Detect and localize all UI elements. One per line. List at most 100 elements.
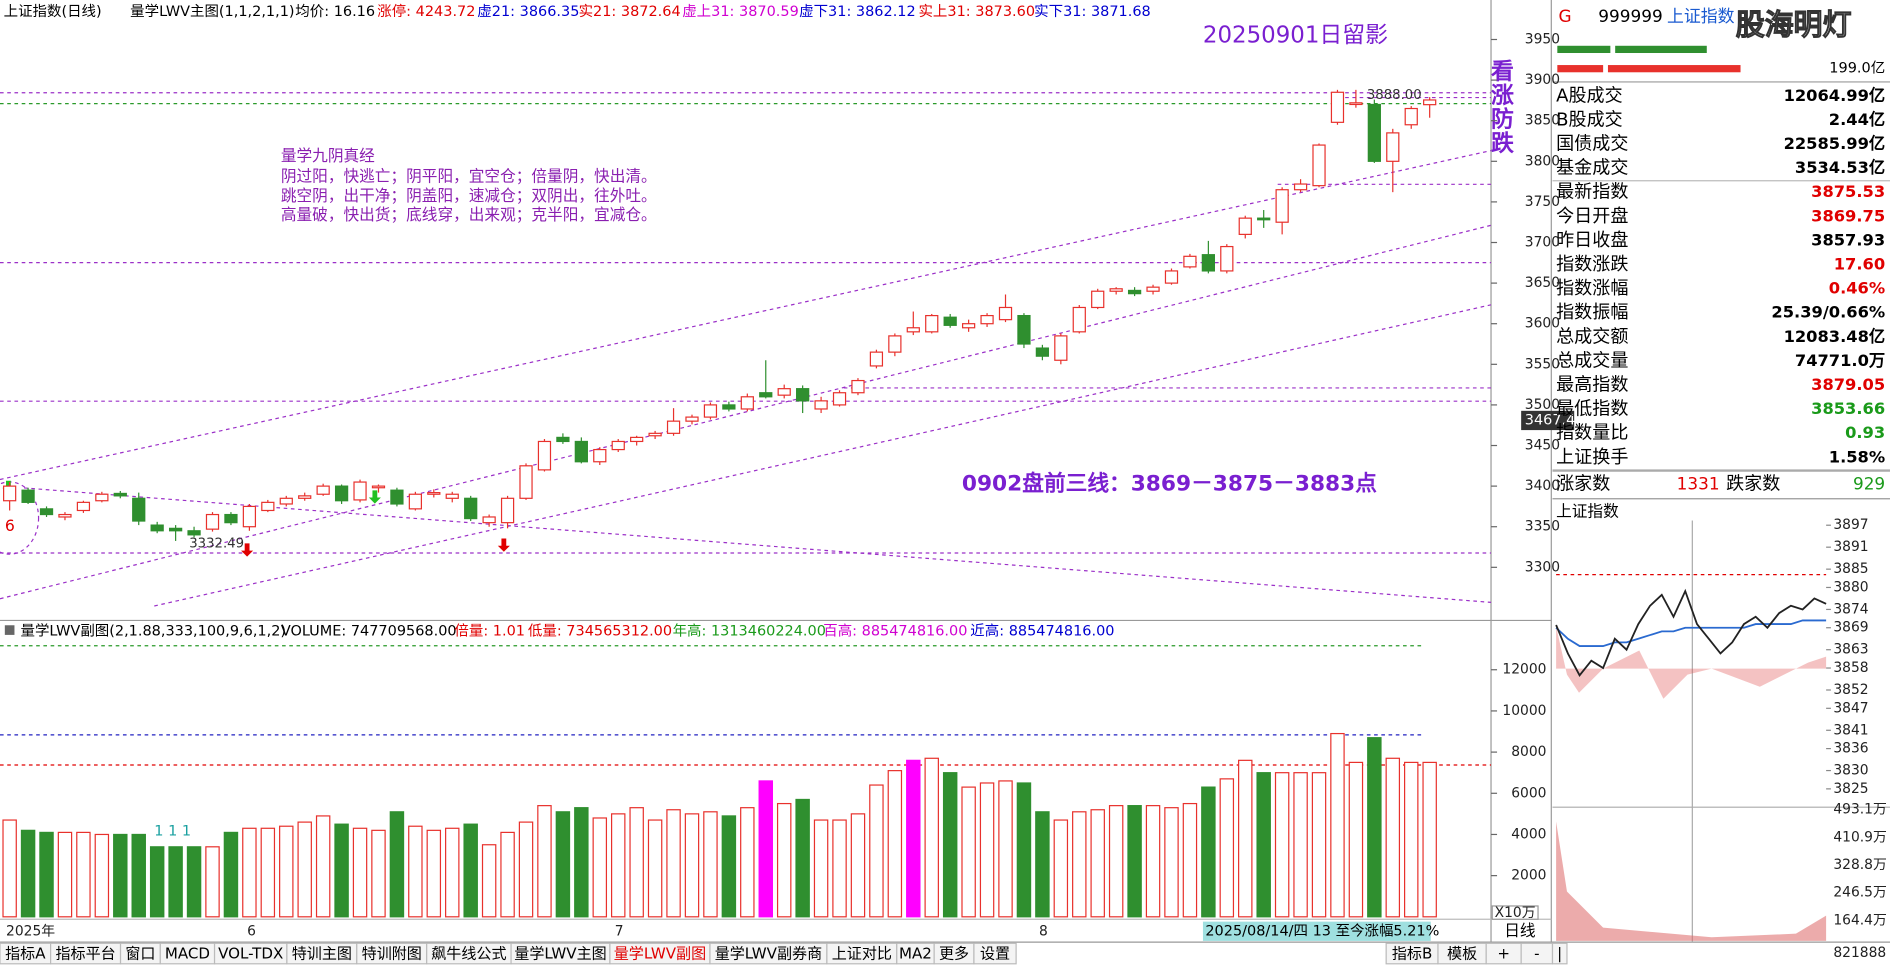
tab-label[interactable]: 窗口 xyxy=(125,945,155,963)
header-item: 虚上31: 3870.59 xyxy=(682,3,799,20)
volume-bar xyxy=(574,807,589,918)
volume-bar xyxy=(1404,761,1419,918)
candle-body xyxy=(832,392,847,406)
header-item: 量学LWV主图(1,1,2,1,1) xyxy=(130,3,294,20)
tab-label[interactable]: 上证对比 xyxy=(832,945,892,963)
guide-lines xyxy=(0,92,1492,766)
tab-label[interactable]: 指标B xyxy=(1392,945,1432,963)
tab-label[interactable]: 模板 xyxy=(1447,945,1477,963)
volume-bar xyxy=(1145,805,1161,918)
intraday-tick-label: 3847 xyxy=(1833,700,1868,716)
candle-body xyxy=(1275,189,1289,223)
volume-bar xyxy=(445,827,460,918)
header-item: 虚下31: 3862.12 xyxy=(799,3,916,20)
candle-body xyxy=(1386,132,1400,162)
tab-label[interactable]: 设置 xyxy=(980,945,1010,963)
candle-body xyxy=(556,436,570,443)
volume-bar xyxy=(500,831,515,918)
row-label: 总成交量 xyxy=(1556,350,1628,371)
volume-bar xyxy=(758,780,773,918)
x-label: 7 xyxy=(615,923,624,939)
volume-bar xyxy=(20,829,36,918)
volume-bar xyxy=(260,827,276,918)
candle-body xyxy=(1349,102,1363,106)
row-label: 上证换手 xyxy=(1556,447,1628,468)
quote-amount: 199.0亿 xyxy=(1829,60,1885,77)
row-value: 3879.05 xyxy=(1811,375,1885,394)
intraday-tick-label: 3897 xyxy=(1833,517,1868,533)
tab-label[interactable]: | xyxy=(1557,945,1562,963)
down-count: 929 xyxy=(1853,473,1885,493)
header-item: 上证指数(日线) xyxy=(4,3,102,20)
candle-body xyxy=(1164,270,1179,284)
tab-label[interactable]: 飙牛线公式 xyxy=(431,945,506,963)
volume-bar xyxy=(76,831,91,918)
tab-label[interactable]: 量学LWV副券商 xyxy=(715,945,822,963)
volume-bar xyxy=(1201,786,1216,918)
tab-label[interactable]: 特训附图 xyxy=(362,945,422,963)
candle-body xyxy=(168,527,183,532)
intraday-tick-label: 3885 xyxy=(1833,561,1868,577)
volume-bar xyxy=(1274,772,1290,918)
candle-body xyxy=(150,524,164,532)
row-label: 指数量比 xyxy=(1556,423,1628,444)
candle-body xyxy=(777,388,791,396)
tab-label[interactable]: MA2 xyxy=(899,945,932,963)
y-tick-label: 3550 xyxy=(1525,356,1560,372)
tab-label[interactable]: 更多 xyxy=(939,945,969,963)
volume-bar xyxy=(426,829,442,918)
candle-body xyxy=(205,513,220,530)
up-label: 涨家数 xyxy=(1556,473,1610,494)
intraday-tick-label: 3836 xyxy=(1833,741,1868,757)
tab-label[interactable]: MACD xyxy=(165,945,210,963)
candle-body xyxy=(1035,347,1050,357)
tab-label[interactable]: 量学LWV主图 xyxy=(514,945,606,963)
quote-head xyxy=(1552,1,1890,33)
tab-label[interactable]: + xyxy=(1497,945,1510,963)
volume-bar xyxy=(1219,778,1235,918)
snapshot-note: 20250901日留影 xyxy=(1203,23,1388,49)
tab-label[interactable]: VOL-TDX xyxy=(218,945,283,963)
candle-body xyxy=(187,530,201,536)
candle-body xyxy=(1238,217,1252,235)
candle-body xyxy=(95,493,109,502)
intraday-tick-label: 3880 xyxy=(1833,579,1868,595)
intraday-tick-label: 3830 xyxy=(1833,763,1868,779)
vol-unit: X10万 xyxy=(1495,905,1536,921)
candle-body xyxy=(298,495,312,499)
volume-bar xyxy=(334,823,349,918)
candle-body xyxy=(537,440,552,471)
tab[interactable] xyxy=(973,942,1017,965)
tab[interactable] xyxy=(1551,942,1568,965)
volume-bar xyxy=(1127,805,1142,918)
volume-bar xyxy=(703,811,718,918)
intraday-vol-label: 821888 xyxy=(1833,945,1886,961)
candle-body xyxy=(261,501,275,512)
avg-line xyxy=(1555,619,1827,647)
period: 日线 xyxy=(1504,921,1536,940)
volume-bar xyxy=(297,821,312,918)
intraday-vol-label: 246.5万 xyxy=(1833,885,1886,901)
tab-label[interactable]: 指标平台 xyxy=(55,945,115,963)
volume-bar xyxy=(869,784,884,918)
candle-body xyxy=(408,493,422,510)
y-tick-label: 3600 xyxy=(1525,316,1560,332)
vol-header-item: VOLUME: 747709568.00 xyxy=(281,623,457,639)
volume-bar xyxy=(776,802,792,918)
tab-label[interactable]: 量学LWV副图 xyxy=(614,945,706,963)
tab-label[interactable]: - xyxy=(1534,945,1539,963)
tab-label[interactable]: 指标A xyxy=(5,945,46,963)
vol-tick-label: 12000 xyxy=(1502,662,1546,678)
row-label: B股成交 xyxy=(1556,109,1623,130)
x-label: 2025年 xyxy=(6,923,55,939)
candle-body xyxy=(796,388,810,402)
candle-body xyxy=(58,513,72,518)
candle-body xyxy=(574,440,588,463)
volume-bar xyxy=(1367,737,1382,918)
volume-bar xyxy=(850,813,866,918)
tab-label[interactable]: 特训主图 xyxy=(292,945,352,963)
vol-mark: 1 1 1 xyxy=(154,823,191,839)
trend-line xyxy=(0,150,1492,481)
intraday: 3897 3891 3885 3880 3874 3869 3863 3858 3852 3847… xyxy=(1555,517,1887,961)
